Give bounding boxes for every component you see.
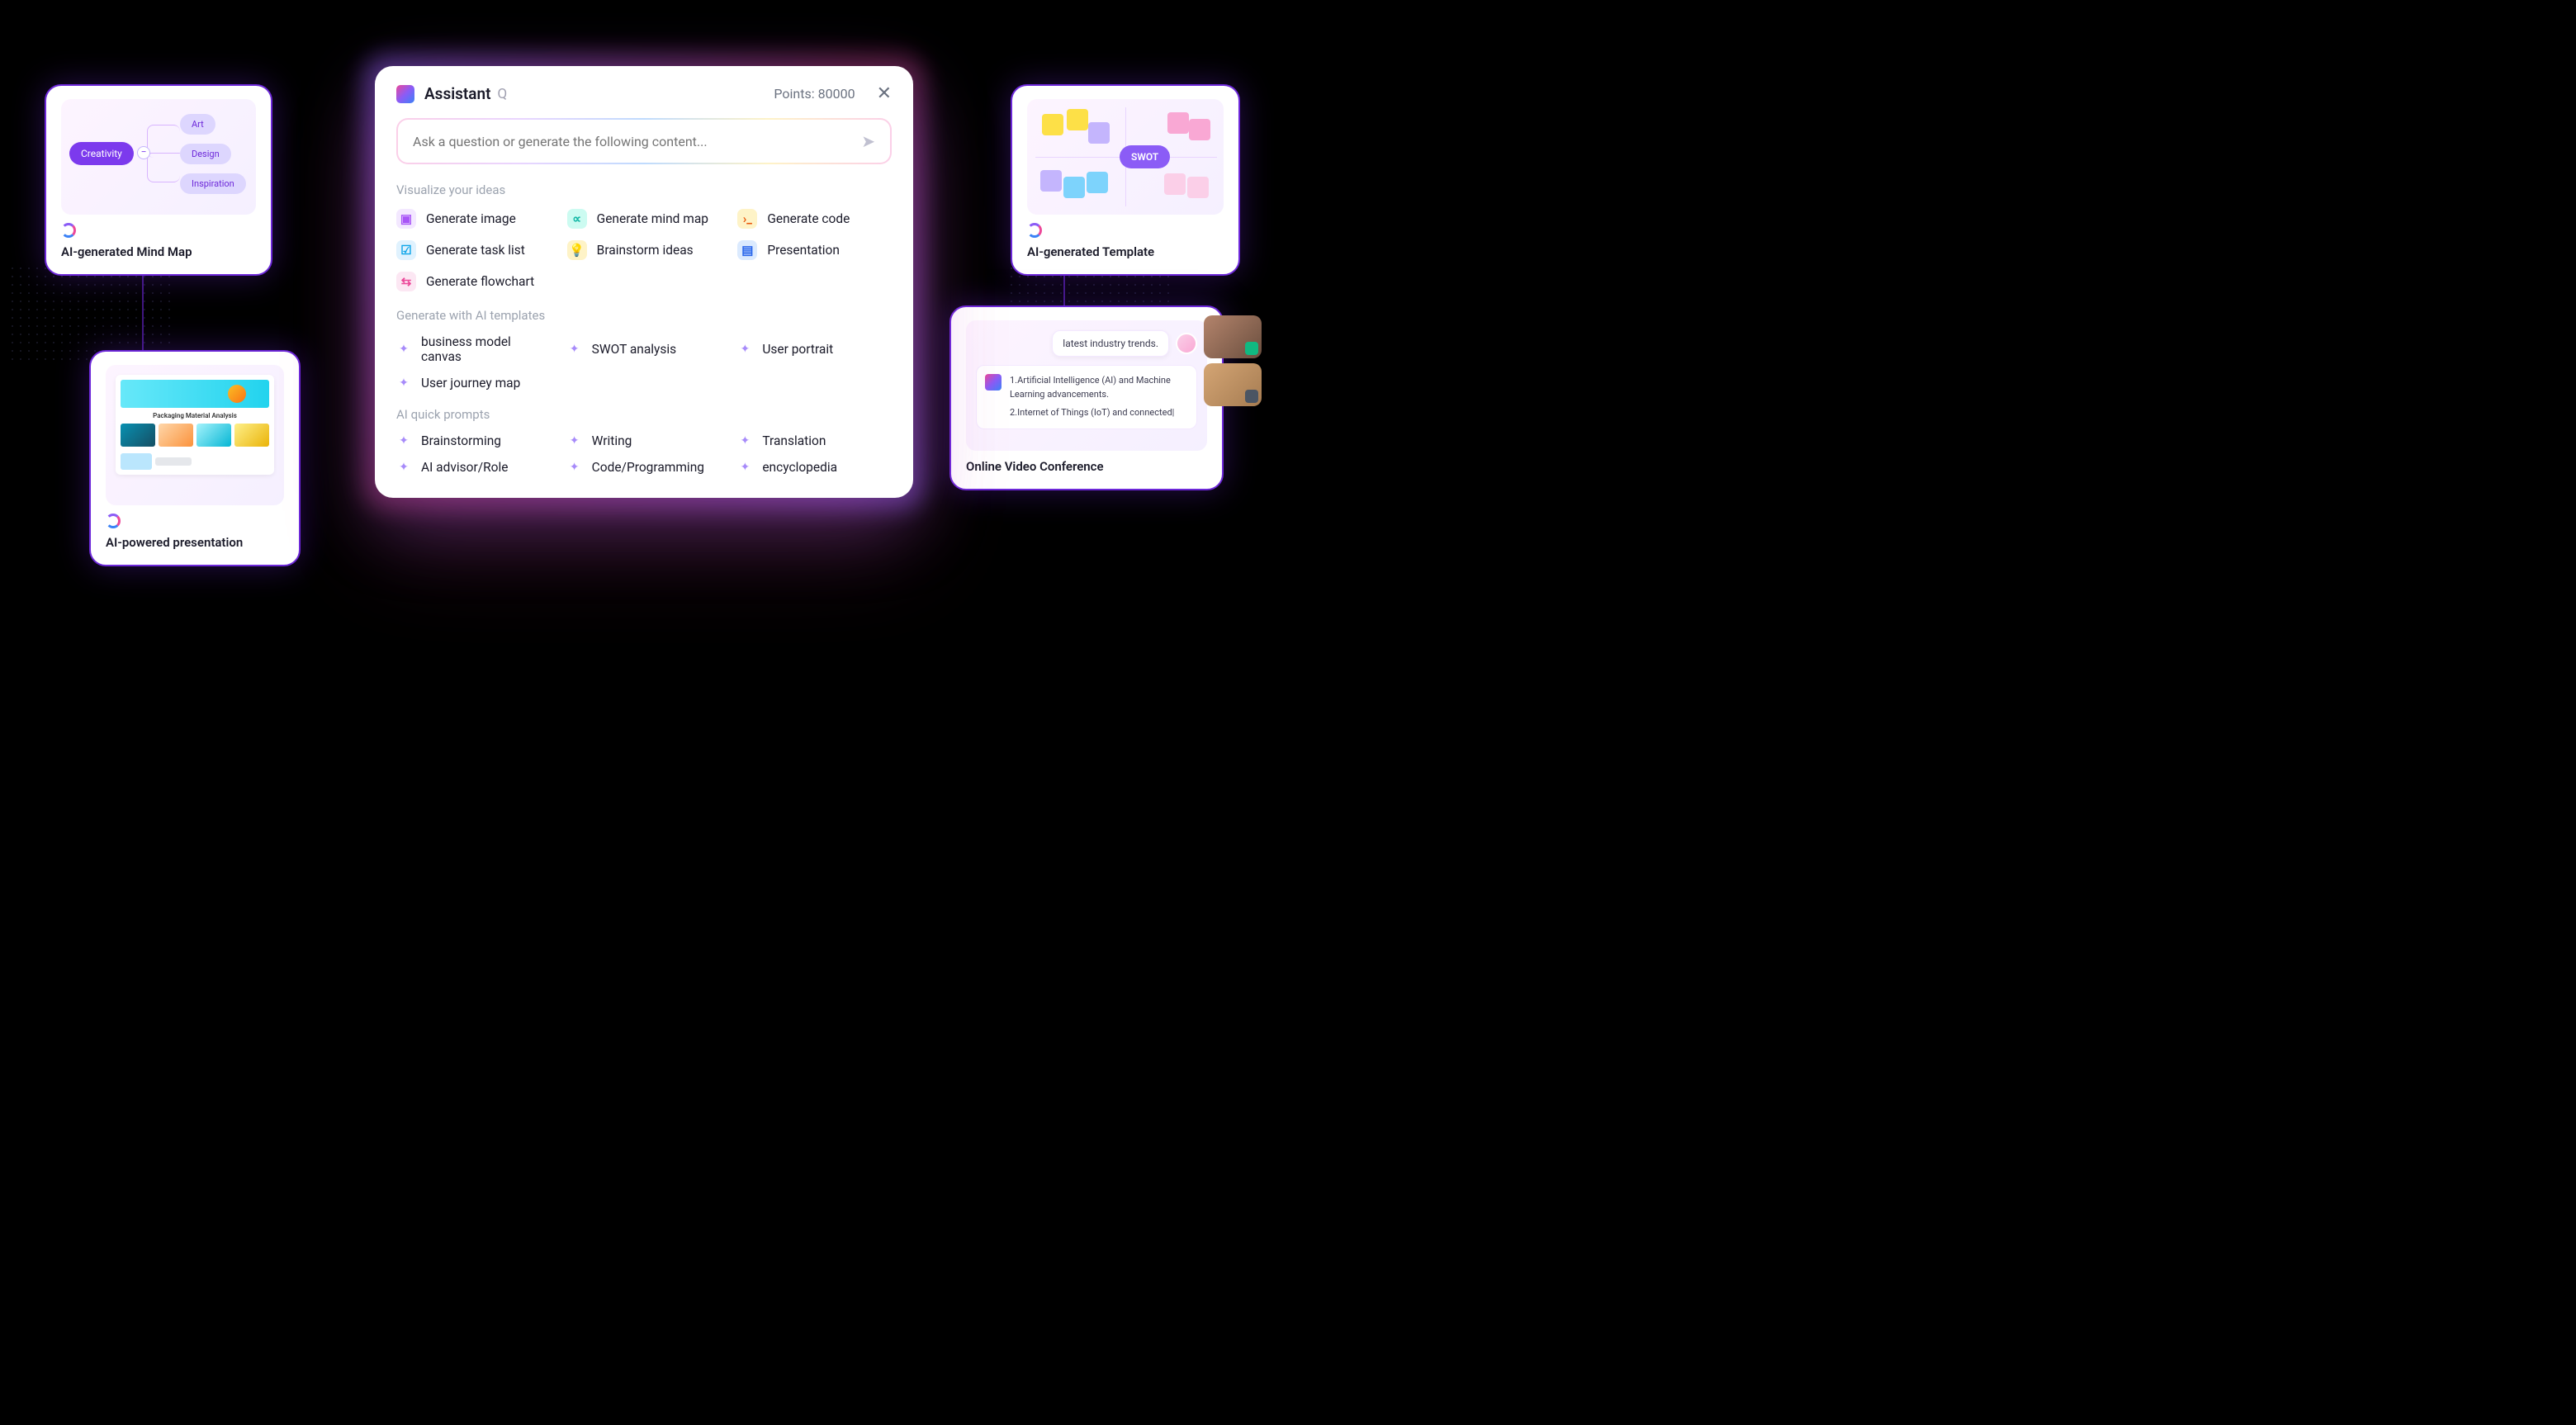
card-template[interactable]: SWOT AI-generated Template [1011, 84, 1240, 276]
sparkle-icon: ✦ [737, 342, 752, 357]
prompt-ai-advisor[interactable]: ✦ AI advisor/Role [396, 460, 551, 475]
card-title: AI-generated Template [1027, 244, 1224, 259]
mindmap-root-node: Creativity [69, 142, 134, 165]
card-title: AI-generated Mind Map [61, 244, 256, 259]
action-label: Generate code [767, 211, 850, 226]
section-heading-prompts: AI quick prompts [396, 407, 892, 422]
assistant-panel: Assistant Q Points: 80000 ✕ ➤ Visualize … [375, 66, 913, 498]
send-button[interactable]: ➤ [861, 131, 875, 151]
action-presentation[interactable]: ▤ Presentation [737, 240, 892, 260]
dots-decoration [8, 264, 173, 363]
swot-badge: SWOT [1120, 145, 1170, 168]
action-label: Generate task list [426, 243, 525, 258]
template-swot[interactable]: ✦ SWOT analysis [567, 334, 722, 364]
sparkle-icon: ✦ [567, 342, 582, 357]
sparkle-icon: ✦ [737, 433, 752, 448]
flowchart-icon: ⇆ [396, 272, 416, 291]
ai-line: 2.Internet of Things (IoT) and connected… [1010, 406, 1188, 420]
sparkle-icon: ✦ [567, 433, 582, 448]
card-title: AI-powered presentation [106, 535, 284, 550]
points-label: Points: 80000 [774, 86, 855, 102]
template-business-model[interactable]: ✦ business model canvas [396, 334, 551, 364]
card-title: Online Video Conference [966, 459, 1207, 474]
prompt-input-wrap: ➤ [396, 118, 892, 164]
lightbulb-icon: 💡 [567, 240, 587, 260]
prompt-label: encyclopedia [762, 460, 837, 475]
action-label: Generate image [426, 211, 516, 226]
chat-message: latest industry trends. [1052, 330, 1169, 357]
action-label: Generate flowchart [426, 274, 534, 289]
ai-line: 1.Artificial Intelligence (AI) and Machi… [1010, 374, 1188, 401]
section-heading-templates: Generate with AI templates [396, 308, 892, 323]
action-label: Generate mind map [597, 211, 708, 226]
mindmap-preview: Creativity − Art Design Inspiration [61, 99, 256, 215]
prompt-label: Translation [762, 433, 826, 448]
sparkle-icon: ✦ [396, 376, 411, 391]
action-brainstorm[interactable]: 💡 Brainstorm ideas [567, 240, 722, 260]
prompt-label: Writing [592, 433, 632, 448]
sparkle-icon: ✦ [396, 342, 411, 357]
action-generate-flowchart[interactable]: ⇆ Generate flowchart [396, 272, 551, 291]
template-preview: SWOT [1027, 99, 1224, 215]
template-label: User journey map [421, 376, 520, 391]
mindmap-child-node: Art [180, 114, 215, 135]
ai-logo-icon [985, 374, 1002, 391]
task-icon: ☑ [396, 240, 416, 260]
presentation-icon: ▤ [737, 240, 757, 260]
mindmap-toggle: − [137, 146, 150, 159]
action-generate-code[interactable]: ›_ Generate code [737, 209, 892, 229]
sparkle-icon: ✦ [396, 460, 411, 475]
prompt-writing[interactable]: ✦ Writing [567, 433, 722, 448]
card-mindmap[interactable]: Creativity − Art Design Inspiration AI-g… [45, 84, 272, 276]
action-generate-mindmap[interactable]: ∝ Generate mind map [567, 209, 722, 229]
action-label: Brainstorm ideas [597, 243, 694, 258]
action-generate-tasklist[interactable]: ☑ Generate task list [396, 240, 551, 260]
assistant-logo-icon [396, 85, 414, 103]
template-user-portrait[interactable]: ✦ User portrait [737, 334, 892, 364]
close-button[interactable]: ✕ [877, 85, 892, 103]
loading-spinner-icon [106, 514, 121, 528]
participant-thumb [1204, 363, 1262, 406]
connector-line [142, 264, 144, 355]
mindmap-child-node: Design [180, 144, 231, 164]
prompt-code[interactable]: ✦ Code/Programming [567, 460, 722, 475]
sparkle-icon: ✦ [396, 433, 411, 448]
video-participants [1204, 315, 1262, 406]
prompt-encyclopedia[interactable]: ✦ encyclopedia [737, 460, 892, 475]
template-label: business model canvas [421, 334, 551, 364]
prompt-label: Brainstorming [421, 433, 501, 448]
sparkle-icon: ✦ [567, 460, 582, 475]
sparkle-icon: ✦ [737, 460, 752, 475]
image-icon: ▣ [396, 209, 416, 229]
mindmap-child-node: Inspiration [180, 173, 246, 194]
action-generate-image[interactable]: ▣ Generate image [396, 209, 551, 229]
card-video[interactable]: latest industry trends. 1.Artificial Int… [949, 305, 1224, 490]
prompt-translation[interactable]: ✦ Translation [737, 433, 892, 448]
assistant-title: Assistant [424, 84, 491, 103]
search-hint-icon: Q [498, 86, 508, 102]
code-icon: ›_ [737, 209, 757, 229]
participant-thumb [1204, 315, 1262, 358]
mindmap-icon: ∝ [567, 209, 587, 229]
video-preview: latest industry trends. 1.Artificial Int… [966, 320, 1207, 451]
prompt-label: AI advisor/Role [421, 460, 509, 475]
prompt-label: Code/Programming [592, 460, 704, 475]
prompt-input[interactable] [413, 134, 861, 149]
slide-title: Packaging Material Analysis [121, 412, 269, 419]
action-label: Presentation [767, 243, 840, 258]
loading-spinner-icon [61, 223, 76, 238]
user-avatar-icon [1176, 333, 1197, 354]
template-label: User portrait [762, 342, 833, 357]
loading-spinner-icon [1027, 223, 1042, 238]
template-user-journey[interactable]: ✦ User journey map [396, 376, 551, 391]
section-heading-visualize: Visualize your ideas [396, 182, 892, 197]
presentation-preview: Packaging Material Analysis [106, 365, 284, 505]
card-presentation[interactable]: Packaging Material Analysis AI-powered p… [89, 350, 301, 566]
ai-response: 1.Artificial Intelligence (AI) and Machi… [976, 365, 1197, 429]
template-label: SWOT analysis [592, 342, 677, 357]
prompt-brainstorming[interactable]: ✦ Brainstorming [396, 433, 551, 448]
